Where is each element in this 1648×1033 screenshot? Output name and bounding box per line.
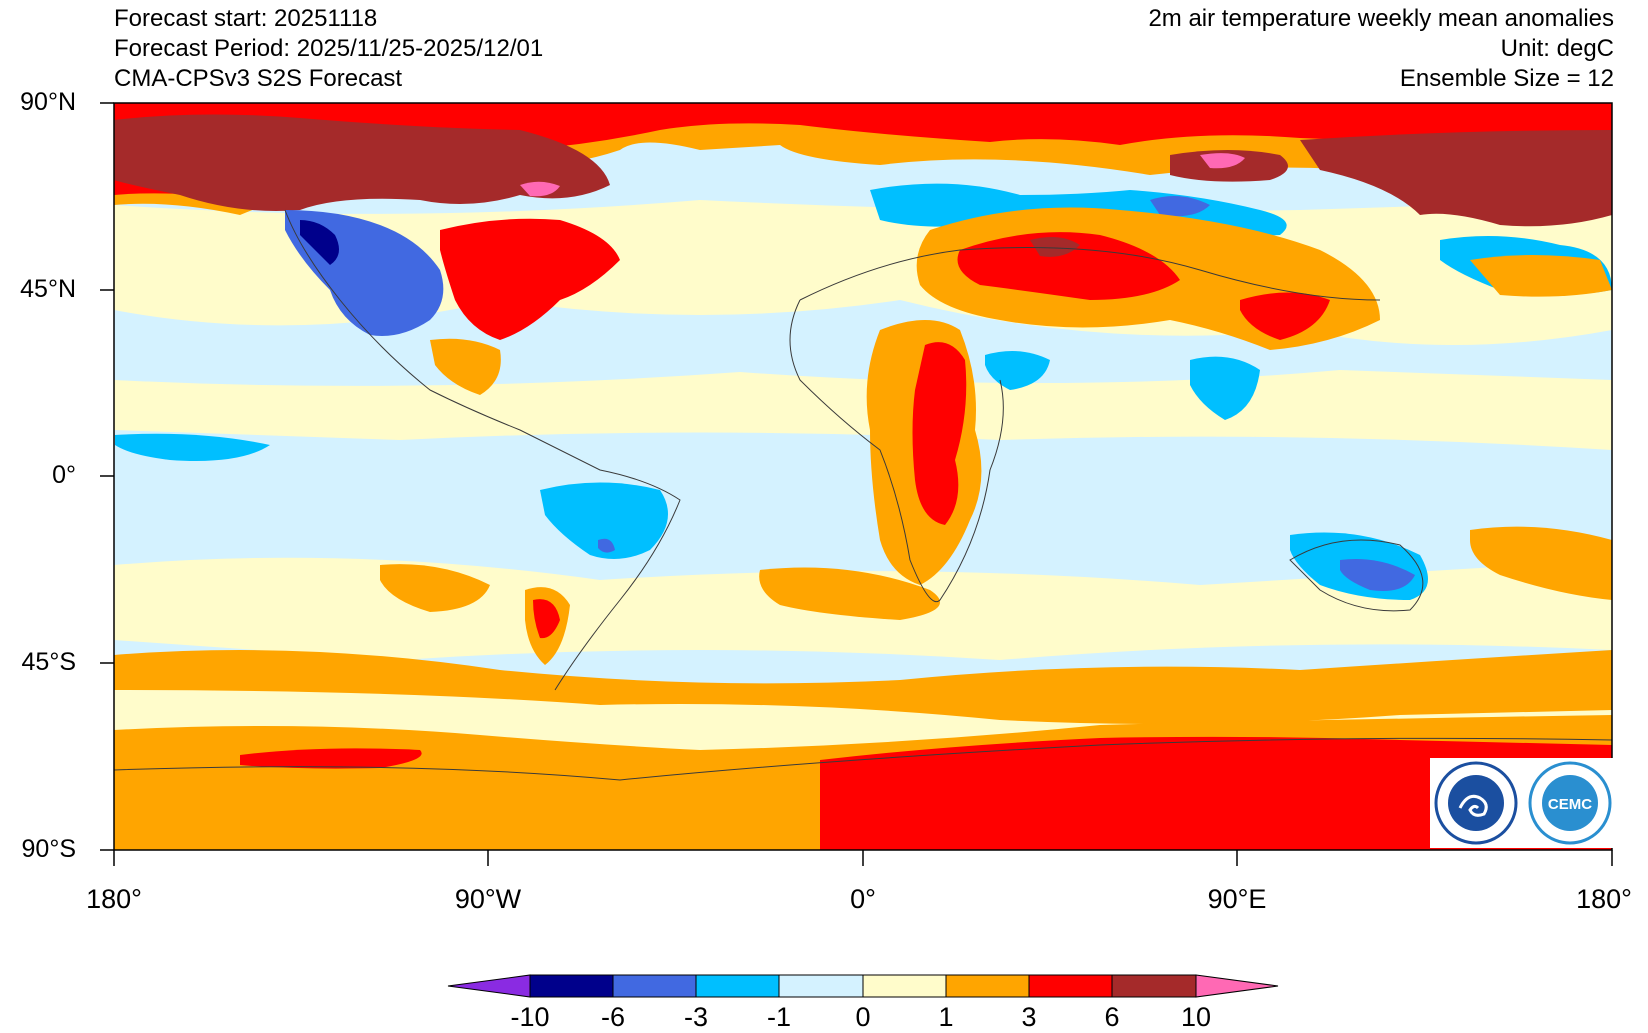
colorbar-swatch xyxy=(945,974,1030,998)
cemc-logo-text: CEMC xyxy=(1548,796,1592,813)
unit-text: Unit: degC xyxy=(1500,35,1614,62)
agency-logos: CEMC xyxy=(1430,758,1616,848)
model-name-text: CMA-CPSv3 S2S Forecast xyxy=(114,65,403,92)
colorbar-over xyxy=(1195,974,1279,998)
japan-sea-warm xyxy=(1470,255,1612,297)
patagonia-hot xyxy=(533,599,560,639)
east-africa-hot xyxy=(912,342,967,525)
extreme-spot-siberia xyxy=(1200,153,1245,169)
cemc-logo: CEMC xyxy=(1528,761,1612,845)
east-antarctica-hot xyxy=(820,736,1612,850)
ensemble-size-text: Ensemble Size = 12 xyxy=(1399,65,1614,92)
australia-cold-core xyxy=(1340,559,1415,591)
colorbar-label: -3 xyxy=(683,1002,709,1032)
lon-label: 90°W xyxy=(454,884,522,914)
cma-logo xyxy=(1434,761,1518,845)
south-pacific-warm xyxy=(380,564,490,612)
colorbar-label: 6 xyxy=(1104,1002,1120,1032)
lon-label: 0° xyxy=(850,884,876,914)
colorbar-label: 10 xyxy=(1180,1002,1212,1032)
colorbar-label: -6 xyxy=(600,1002,626,1032)
se-asia-cold xyxy=(1190,356,1260,420)
variable-title: 2m air temperature weekly mean anomalies xyxy=(1148,5,1614,32)
colorbar xyxy=(447,974,1279,998)
lon-label: 180° xyxy=(1576,884,1632,914)
extreme-spot-canada xyxy=(520,181,560,197)
eurasia-coast xyxy=(799,247,1381,301)
arabia-cold xyxy=(985,351,1050,390)
colorbar-swatch xyxy=(1028,974,1113,998)
colorbar-swatch xyxy=(695,974,780,998)
colorbar-label: 1 xyxy=(938,1002,954,1032)
colorbar-swatch xyxy=(862,974,947,998)
central-asia-core xyxy=(1030,236,1080,257)
header-right: 2m air temperature weekly mean anomalies… xyxy=(1148,4,1614,94)
arctic-red xyxy=(114,103,1612,200)
south-atlantic-warm xyxy=(759,567,940,620)
colorbar-label: -1 xyxy=(766,1002,792,1032)
anomaly-field xyxy=(114,103,1612,850)
forecast-start-text: Forecast start: 20251118 xyxy=(114,5,378,32)
africa-coast xyxy=(789,299,1004,603)
lat-label: 90°S xyxy=(21,835,76,863)
axis-ticks xyxy=(100,102,1613,866)
siberia-cold-core xyxy=(1150,196,1210,217)
coastlines xyxy=(114,209,1612,781)
lon-label: 180° xyxy=(86,884,142,914)
colorbar-swatch xyxy=(1111,974,1197,998)
brazil-cold xyxy=(540,482,668,559)
colorbar-swatch xyxy=(612,974,697,998)
australia-coast xyxy=(1289,539,1424,612)
equatorial-pacific-cold xyxy=(115,433,270,461)
east-siberia-hot xyxy=(1300,130,1612,227)
colorbar-label: -10 xyxy=(510,1002,550,1032)
colorbar-swatch xyxy=(778,974,864,998)
colorbar-label: 0 xyxy=(855,1002,871,1032)
logo-graphics: CEMC xyxy=(1434,761,1612,845)
eastern-na-warm xyxy=(440,218,620,340)
lat-label: 0° xyxy=(52,461,76,489)
colorbar-under xyxy=(447,974,531,998)
china-warm xyxy=(1240,292,1330,340)
colorbar-label: 3 xyxy=(1021,1002,1037,1032)
brazil-cold-core xyxy=(598,538,615,553)
nw-america-very-cold xyxy=(300,220,339,265)
forecast-period-text: Forecast Period: 2025/11/25-2025/12/01 xyxy=(114,35,544,62)
antarctica-coast xyxy=(114,737,1612,781)
mexico-warm xyxy=(430,338,501,395)
lat-label: 45°S xyxy=(21,648,76,676)
header-left: Forecast start: 20251118 Forecast Period… xyxy=(114,4,543,94)
lat-label: 45°N xyxy=(20,275,76,303)
lon-label: 90°E xyxy=(1207,884,1267,914)
colorbar-swatch xyxy=(529,974,614,998)
canada-arctic-hot xyxy=(114,114,610,211)
lat-label: 90°N xyxy=(20,88,76,116)
americas-coast xyxy=(284,209,681,691)
west-antarctic-hot xyxy=(240,748,422,769)
central-asia-hot xyxy=(957,232,1180,300)
sw-pacific-warm xyxy=(1470,526,1612,600)
